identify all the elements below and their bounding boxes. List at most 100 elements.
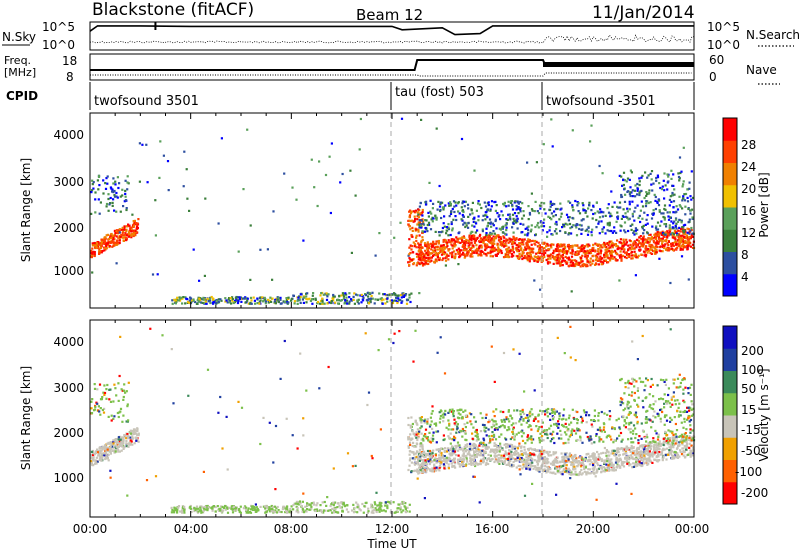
echo-point (526, 240, 529, 243)
echo-point (522, 240, 525, 243)
echo-point (226, 468, 229, 471)
echo-point (217, 298, 220, 301)
echo-point (631, 195, 634, 198)
echo-point (497, 453, 500, 457)
echo-point (569, 258, 572, 261)
echo-point (94, 451, 97, 455)
echo-point (508, 215, 512, 218)
echo-point (685, 448, 688, 451)
echo-point (126, 188, 129, 191)
echo-point (124, 192, 127, 195)
echo-point (333, 295, 336, 298)
echo-point (311, 302, 314, 305)
echo-point (569, 356, 572, 359)
echo-point (448, 215, 451, 218)
echo-point (101, 396, 104, 399)
echo-point (560, 255, 563, 258)
echo-point (600, 210, 603, 213)
echo-point (571, 206, 574, 209)
echo-point (580, 219, 583, 222)
echo-point (544, 251, 547, 254)
echo-point (501, 227, 504, 230)
echo-point (417, 255, 420, 258)
echo-point (521, 238, 524, 241)
echo-point (203, 297, 206, 300)
echo-point (112, 446, 115, 449)
echo-point (523, 248, 526, 251)
echo-point (343, 504, 346, 507)
echo-point (655, 251, 658, 254)
echo-point (664, 208, 667, 211)
echo-point (110, 419, 113, 422)
echo-point (424, 253, 427, 256)
echo-point (418, 213, 421, 216)
echo-point (418, 451, 421, 454)
echo-point (125, 390, 128, 393)
echo-point (120, 449, 123, 452)
echo-point (121, 436, 124, 439)
echo-point (436, 245, 439, 248)
echo-point (122, 414, 125, 417)
echo-point (520, 449, 523, 452)
echo-point (408, 459, 411, 462)
echo-point (421, 258, 424, 261)
echo-point (688, 218, 691, 221)
echo-point (642, 460, 645, 463)
echo-point (418, 223, 421, 226)
echo-point (506, 218, 509, 221)
freq-dense-band (543, 62, 694, 67)
echo-point (557, 249, 560, 252)
echo-point (104, 449, 107, 452)
echo-point (585, 264, 588, 267)
echo-point (598, 252, 601, 255)
echo-point (379, 428, 382, 431)
echo-point (439, 247, 442, 250)
echo-point (368, 302, 371, 305)
echo-point (464, 200, 467, 203)
echo-point (302, 417, 305, 420)
echo-point (464, 222, 467, 225)
echo-point (616, 217, 619, 220)
echo-point (437, 242, 440, 245)
echo-point (492, 230, 495, 233)
echo-point (602, 211, 605, 214)
echo-point (488, 240, 491, 243)
echo-point (681, 248, 684, 251)
echo-point (325, 504, 328, 507)
freq-label-2: [MHz] (4, 66, 36, 79)
echo-point (618, 247, 621, 250)
echo-point (604, 251, 607, 254)
echo-point (469, 247, 473, 250)
echo-point (344, 300, 347, 303)
echo-point (645, 457, 648, 460)
echo-point (105, 450, 108, 453)
echo-point (489, 249, 492, 252)
echo-point (670, 177, 673, 180)
echo-point (434, 248, 437, 251)
echo-point (438, 184, 441, 188)
echo-point (99, 201, 102, 204)
echo-point (231, 299, 234, 302)
echo-point (420, 118, 423, 121)
echo-point (484, 214, 487, 217)
echo-point (91, 459, 95, 462)
echo-point (319, 294, 322, 297)
echo-point (310, 158, 313, 161)
echo-point (379, 508, 382, 511)
echo-point (456, 240, 459, 243)
echo-point (615, 252, 618, 255)
echo-point (630, 171, 633, 174)
echo-point (345, 293, 348, 296)
echo-point (132, 233, 136, 236)
echo-point (590, 209, 593, 212)
echo-point (548, 208, 552, 212)
echo-point (670, 247, 674, 250)
echo-point (527, 218, 530, 221)
echo-point (172, 402, 175, 405)
echo-point (207, 506, 210, 509)
echo-point (107, 193, 110, 196)
echo-point (449, 459, 452, 463)
echo-point (618, 174, 621, 177)
echo-point (635, 238, 639, 242)
echo-point (562, 257, 565, 260)
